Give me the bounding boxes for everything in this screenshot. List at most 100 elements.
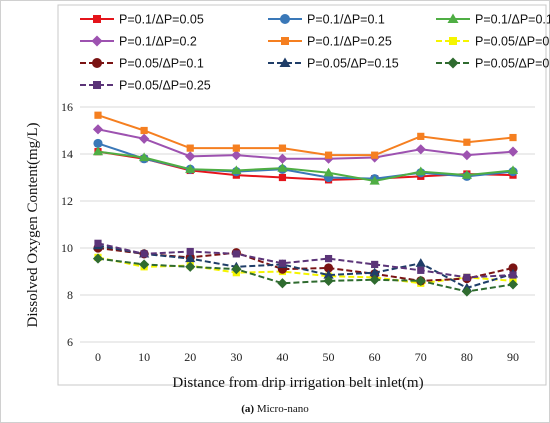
- legend-item: P=0.1/ΔP=0.1: [268, 13, 385, 27]
- series-10: [94, 239, 517, 281]
- legend-marker: [280, 14, 290, 24]
- series-line: [97, 257, 514, 293]
- series-line: [97, 150, 514, 183]
- x-tick-label: 80: [461, 350, 473, 364]
- series-4: [92, 124, 519, 164]
- y-tick-label: 8: [67, 288, 73, 302]
- x-tick-label: 40: [276, 350, 288, 364]
- y-axis-title: Dissolved Oxygen Content(mg/L): [25, 123, 41, 328]
- data-point: [507, 146, 519, 157]
- legend-item: P=0.05/ΔP=0.25: [80, 79, 211, 93]
- x-tick-label: 50: [323, 350, 335, 364]
- y-axis-tick-labels: 6 8 10 12 14 16: [61, 100, 73, 349]
- data-point: [232, 250, 240, 258]
- y-tick-label: 14: [61, 147, 73, 161]
- caption-label: (a): [241, 403, 254, 415]
- data-point: [415, 144, 426, 155]
- plot-frame: [57, 4, 547, 386]
- data-point: [507, 279, 519, 290]
- legend-label: P=0.1/ΔP=0.15: [475, 13, 550, 27]
- data-point: [185, 151, 196, 162]
- legend: P=0.1/ΔP=0.05 P=0.1/ΔP=0.1 P=0.1/ΔP=0.15 P=…: [80, 13, 550, 93]
- data-point: [185, 164, 196, 173]
- data-point: [185, 261, 196, 272]
- data-point: [323, 263, 334, 273]
- data-point: [277, 153, 288, 164]
- data-point: [369, 274, 380, 285]
- legend-label: P=0.05/ΔP=0.15: [307, 57, 399, 71]
- y-tick-label: 6: [67, 335, 73, 349]
- data-point: [92, 146, 104, 156]
- legend-label: P=0.1/ΔP=0.05: [119, 13, 204, 27]
- data-point: [139, 259, 150, 270]
- legend-marker: [93, 15, 101, 23]
- data-point: [323, 269, 334, 279]
- legend-marker: [449, 37, 457, 45]
- legend-label: P=0.1/ΔP=0.25: [307, 35, 392, 49]
- figure-caption: (a) Micro-nano: [241, 403, 309, 415]
- x-tick-label: 30: [230, 350, 242, 364]
- series-line: [97, 242, 514, 279]
- legend-label: P=0.05/ΔP=0.1: [119, 57, 204, 71]
- data-point: [369, 267, 380, 277]
- legend-marker: [279, 57, 291, 67]
- data-point: [417, 132, 425, 140]
- data-point: [94, 111, 102, 119]
- series-line: [97, 114, 514, 157]
- data-point: [415, 258, 426, 267]
- data-point: [509, 271, 517, 279]
- x-tick-label: 60: [369, 350, 381, 364]
- y-tick-label: 10: [61, 241, 73, 255]
- x-tick-label: 10: [138, 350, 150, 364]
- x-tick-label: 70: [415, 350, 427, 364]
- caption-text: Micro-nano: [257, 403, 309, 415]
- legend-marker: [93, 81, 101, 89]
- data-point: [278, 259, 287, 267]
- legend-marker: [92, 58, 102, 68]
- data-point: [324, 254, 333, 263]
- data-point: [461, 150, 472, 161]
- data-point: [461, 170, 472, 179]
- data-point: [415, 275, 426, 286]
- x-tick-label: 20: [184, 350, 196, 364]
- series-3: [92, 146, 519, 185]
- x-tick-label: 0: [95, 350, 101, 364]
- data-point: [509, 133, 517, 142]
- legend-label: P=0.1/ΔP=0.2: [119, 35, 197, 49]
- legend-marker: [447, 57, 459, 69]
- legend-item: P=0.1/ΔP=0.15: [436, 13, 550, 27]
- legend-item: P=0.05/ΔP=0.2: [436, 57, 550, 71]
- data-point: [463, 273, 471, 281]
- data-point: [415, 166, 426, 176]
- legend-label: P=0.05/ΔP=0.2: [475, 57, 550, 71]
- data-point: [463, 138, 471, 146]
- series-line: [97, 128, 514, 160]
- legend-item: P=0.05/ΔP=0.15: [268, 57, 399, 71]
- data-point: [231, 150, 242, 161]
- series-line: [97, 256, 514, 285]
- data-point: [231, 165, 242, 175]
- data-point: [92, 124, 104, 135]
- series-layer: [92, 111, 519, 297]
- legend-label: P=0.05/ΔP=0.25: [119, 79, 211, 93]
- x-axis-tick-labels: 0 10 20 30 40 50 60 70 80 90: [95, 350, 519, 364]
- data-point: [277, 278, 288, 289]
- data-point: [277, 163, 288, 172]
- x-axis-title: Distance from drip irrigation belt inlet…: [172, 375, 423, 391]
- data-point: [232, 144, 240, 152]
- data-point: [139, 152, 150, 162]
- legend-marker: [447, 13, 459, 23]
- series-line: [97, 247, 514, 282]
- data-point: [324, 151, 333, 159]
- data-point: [369, 175, 380, 185]
- y-tick-label: 12: [61, 194, 73, 208]
- data-point: [140, 126, 148, 135]
- data-point: [231, 264, 242, 275]
- data-point: [508, 263, 518, 273]
- data-point: [139, 133, 150, 144]
- legend-marker: [91, 35, 103, 47]
- data-point: [186, 144, 194, 152]
- legend-item: P=0.1/ΔP=0.25: [268, 35, 392, 49]
- legend-item: P=0.1/ΔP=0.05: [80, 13, 204, 27]
- data-point: [417, 266, 425, 274]
